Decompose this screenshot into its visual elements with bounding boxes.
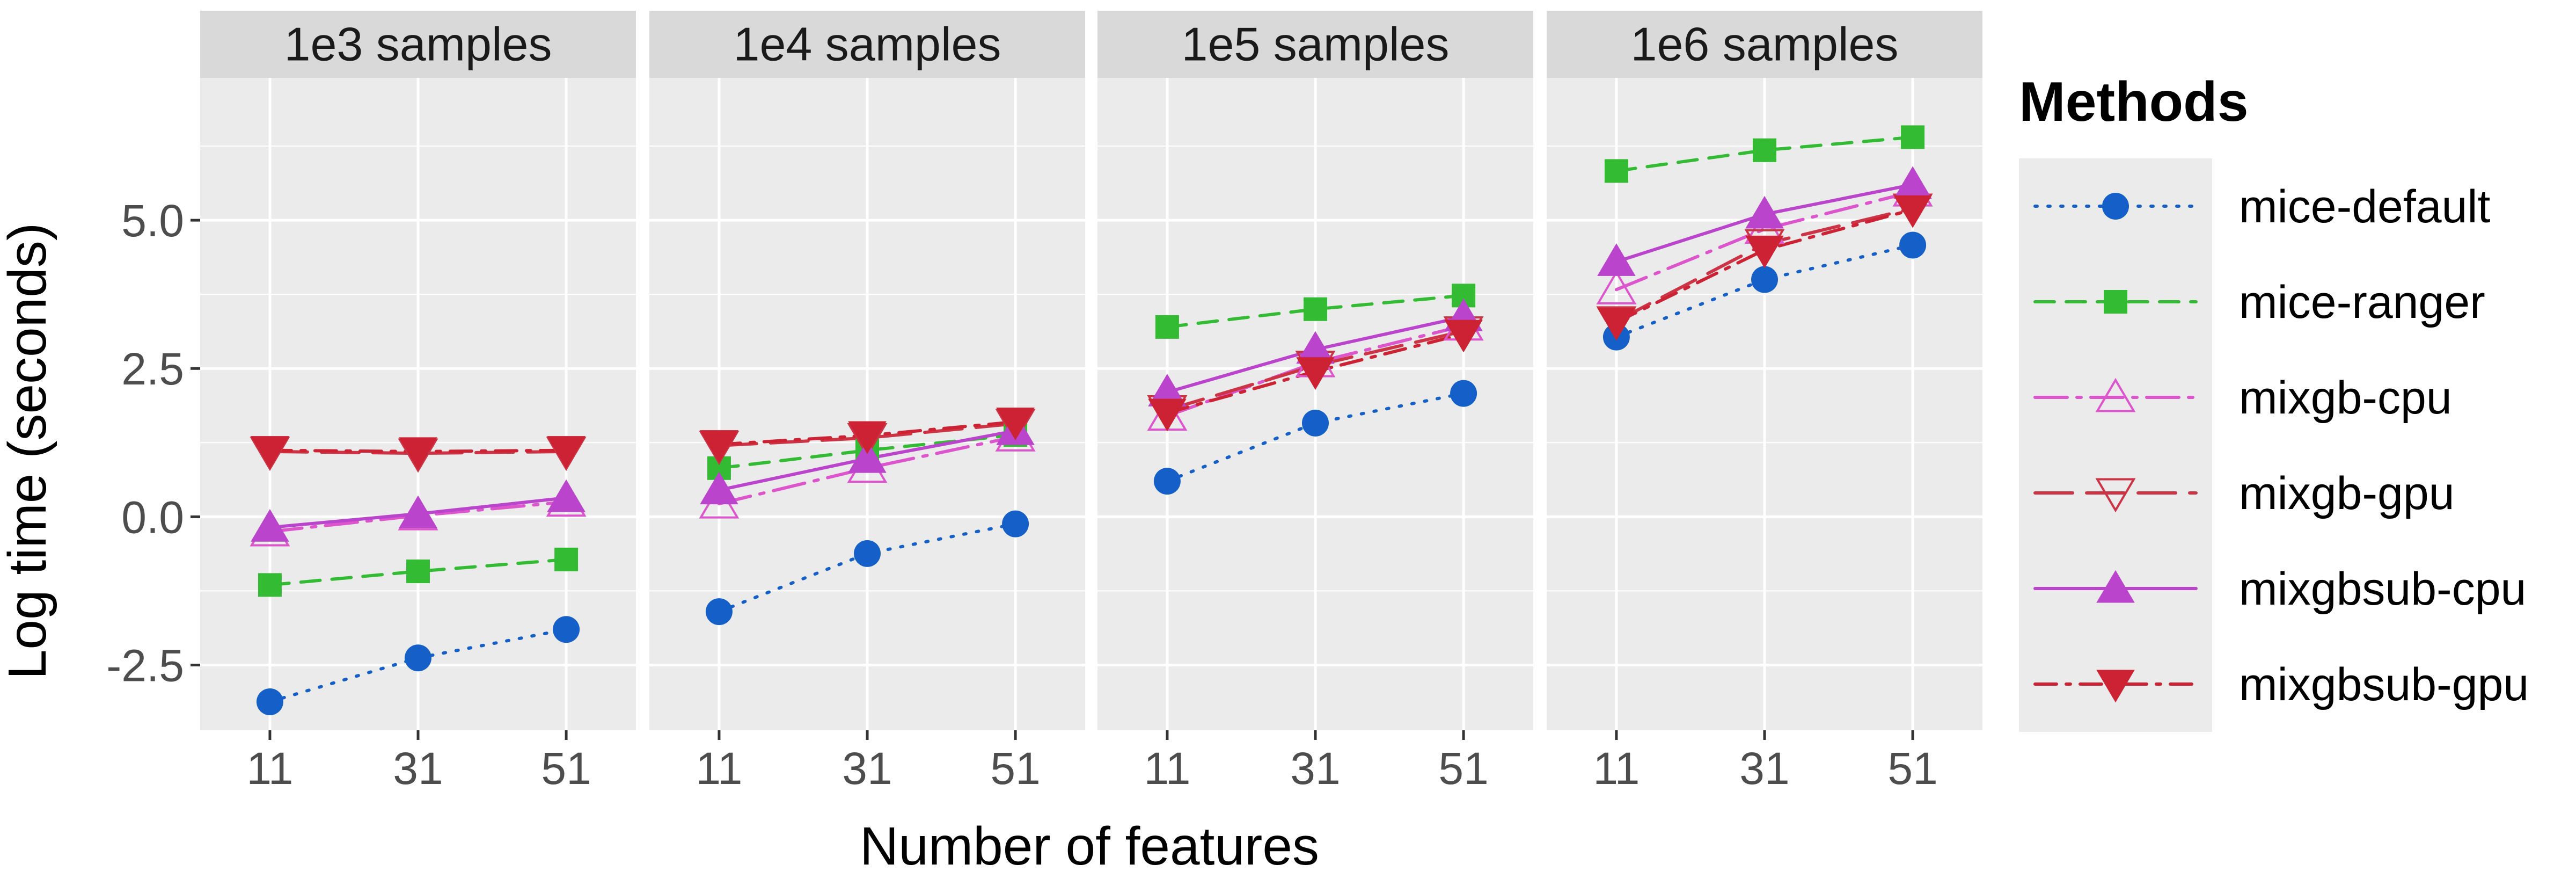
data-point-mixgbsub-gpu (547, 436, 586, 469)
legend-label: mice-default (2239, 181, 2491, 233)
data-point-mixgbsub-gpu (1597, 308, 1636, 341)
facet-strip-label: 1e3 samples (284, 18, 552, 71)
data-point-mixgbsub-cpu (848, 440, 887, 473)
data-point-mice-ranger (1604, 159, 1628, 183)
facet-strip (1097, 11, 1533, 78)
y-tick-label: 2.5 (121, 344, 184, 394)
data-point-mixgbsub-gpu (1296, 357, 1335, 390)
facet-strip-label: 1e6 samples (1631, 18, 1899, 71)
facet-strip (1547, 11, 1982, 78)
data-point-mice-ranger (1901, 125, 1925, 149)
data-point-mixgbsub-cpu (251, 509, 289, 542)
legend-key-marker (2095, 478, 2136, 513)
facet-strip-label: 1e5 samples (1182, 18, 1450, 71)
data-point-mice-default (1751, 266, 1778, 293)
facet-panel-3: 1e5 samples (1097, 11, 1533, 730)
legend-key-marker (2096, 670, 2135, 703)
data-point-mice-default (405, 644, 431, 672)
data-point-mixgbsub-cpu (1745, 195, 1784, 229)
data-point-mice-default (1153, 468, 1181, 495)
legend: Methods mice-default mice-ranger mixgb-cpu… (2019, 71, 2529, 732)
data-point-mice-default (553, 616, 580, 643)
facet-panel-1: 1e3 samples (200, 11, 636, 730)
legend-key-marker (2096, 570, 2135, 603)
y-tick-label: 0.0 (121, 492, 184, 542)
x-tick-label: 31 (1290, 743, 1340, 794)
data-point-mixgbsub-gpu (848, 421, 887, 454)
x-tick-label: 31 (842, 743, 892, 794)
data-point-mixgb-cpu (1596, 270, 1637, 304)
data-point-mixgbsub-gpu (1745, 235, 1784, 268)
data-point-mice-ranger (1155, 315, 1179, 339)
series-line-mice-default (1165, 391, 1466, 483)
x-tick-label: 11 (1593, 743, 1640, 794)
x-tick-label: 51 (990, 743, 1040, 794)
y-axis-title: Log time (seconds) (0, 223, 57, 679)
x-tick-label: 51 (1438, 743, 1488, 794)
legend-label: mixgbsub-gpu (2239, 659, 2529, 710)
x-tick-label: 51 (1887, 743, 1937, 794)
data-point-mixgbsub-gpu (399, 437, 437, 470)
data-point-mixgbsub-gpu (1444, 319, 1483, 353)
data-point-mice-default (705, 598, 733, 626)
facet-panel-4: 1e6 samples (1547, 11, 1982, 730)
series-line-mice-ranger (268, 557, 568, 587)
data-point-mice-ranger (1753, 138, 1776, 162)
data-point-mice-default (1450, 380, 1477, 407)
data-point-mice-default (1002, 510, 1029, 538)
facet-panels: 1e3 samples 1e4 samples 1e5 samples 1e6 sam… (200, 11, 1982, 730)
y-tick-label: 5.0 (121, 195, 184, 246)
legend-label: mixgb-cpu (2239, 372, 2452, 424)
data-point-mixgbsub-cpu (547, 479, 586, 512)
data-point-mixgbsub-gpu (251, 436, 289, 469)
data-point-mice-default (1302, 409, 1329, 437)
legend-label: mixgbsub-cpu (2239, 563, 2526, 615)
data-point-mixgbsub-cpu (700, 471, 738, 505)
x-tick-label: 51 (541, 743, 591, 794)
data-point-mice-ranger (406, 559, 430, 583)
series-line-mice-default (717, 522, 1018, 614)
x-tick-label: 31 (393, 743, 443, 794)
x-tick-label: 11 (696, 743, 742, 794)
legend-key-marker (2102, 193, 2129, 220)
data-point-mice-default (1899, 231, 1927, 259)
series-line-mice-ranger (1614, 135, 1915, 173)
facet-panel-2: 1e4 samples (649, 11, 1085, 730)
data-point-mice-default (256, 688, 283, 715)
data-point-mixgbsub-gpu (996, 408, 1035, 440)
legend-label: mice-ranger (2239, 277, 2485, 328)
legend-key-marker (2104, 290, 2127, 314)
legend-key-marker (2095, 377, 2136, 412)
data-point-mice-ranger (1304, 297, 1327, 321)
legend-label: mixgb-gpu (2239, 468, 2455, 519)
series-line-mice-default (1614, 243, 1915, 339)
facet-strip (200, 11, 636, 78)
data-point-mixgbsub-cpu (1597, 243, 1636, 276)
legend-key-background (2019, 158, 2212, 732)
x-tick-label: 11 (246, 743, 293, 794)
series-line-mice-ranger (1165, 294, 1466, 329)
data-point-mixgbsub-gpu (1893, 195, 1932, 228)
data-point-mice-ranger (258, 573, 282, 597)
facet-strip (649, 11, 1085, 78)
data-point-mice-ranger (554, 547, 579, 571)
y-tick-label: -2.5 (106, 641, 184, 691)
legend-title: Methods (2019, 71, 2249, 133)
x-tick-label: 31 (1739, 743, 1789, 794)
x-tick-label: 11 (1144, 743, 1190, 794)
x-axis: 11 31 51 11 31 51 11 31 51 11 31 51 (246, 730, 1938, 794)
data-point-mixgbsub-gpu (700, 430, 738, 463)
facet-strip-label: 1e4 samples (734, 18, 1001, 71)
data-point-mixgbsub-gpu (1148, 398, 1187, 432)
y-axis: -2.5 0.0 2.5 5.0 (106, 195, 200, 691)
x-axis-title: Number of features (860, 816, 1319, 876)
series-line-mixgb-cpu (268, 500, 568, 533)
data-point-mice-default (854, 540, 881, 567)
data-point-mixgbsub-cpu (399, 495, 437, 528)
